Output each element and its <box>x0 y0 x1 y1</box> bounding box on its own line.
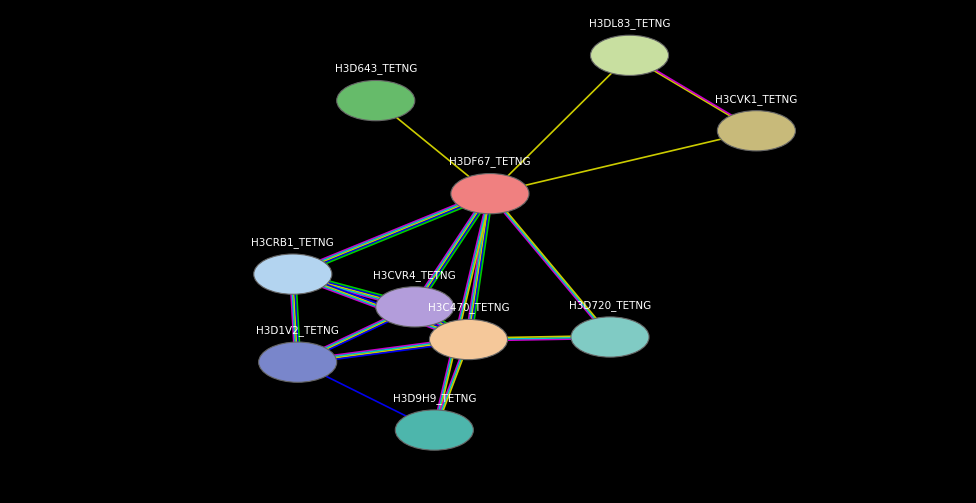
Text: H3D1V2_TETNG: H3D1V2_TETNG <box>257 325 339 336</box>
Text: H3CVR4_TETNG: H3CVR4_TETNG <box>374 270 456 281</box>
Text: H3CRB1_TETNG: H3CRB1_TETNG <box>252 237 334 248</box>
Text: H3C470_TETNG: H3C470_TETNG <box>427 302 509 313</box>
Circle shape <box>395 410 473 450</box>
Text: H3DF67_TETNG: H3DF67_TETNG <box>449 156 531 167</box>
Circle shape <box>571 317 649 357</box>
Text: H3D9H9_TETNG: H3D9H9_TETNG <box>392 393 476 404</box>
Text: H3CVK1_TETNG: H3CVK1_TETNG <box>715 94 797 105</box>
Circle shape <box>429 319 508 360</box>
Text: H3D720_TETNG: H3D720_TETNG <box>569 300 651 311</box>
Text: H3DL83_TETNG: H3DL83_TETNG <box>589 18 671 29</box>
Circle shape <box>717 111 795 151</box>
Circle shape <box>254 254 332 294</box>
Circle shape <box>451 174 529 214</box>
Circle shape <box>259 342 337 382</box>
Circle shape <box>376 287 454 327</box>
Text: H3D643_TETNG: H3D643_TETNG <box>335 63 417 74</box>
Circle shape <box>590 35 669 75</box>
Circle shape <box>337 80 415 121</box>
